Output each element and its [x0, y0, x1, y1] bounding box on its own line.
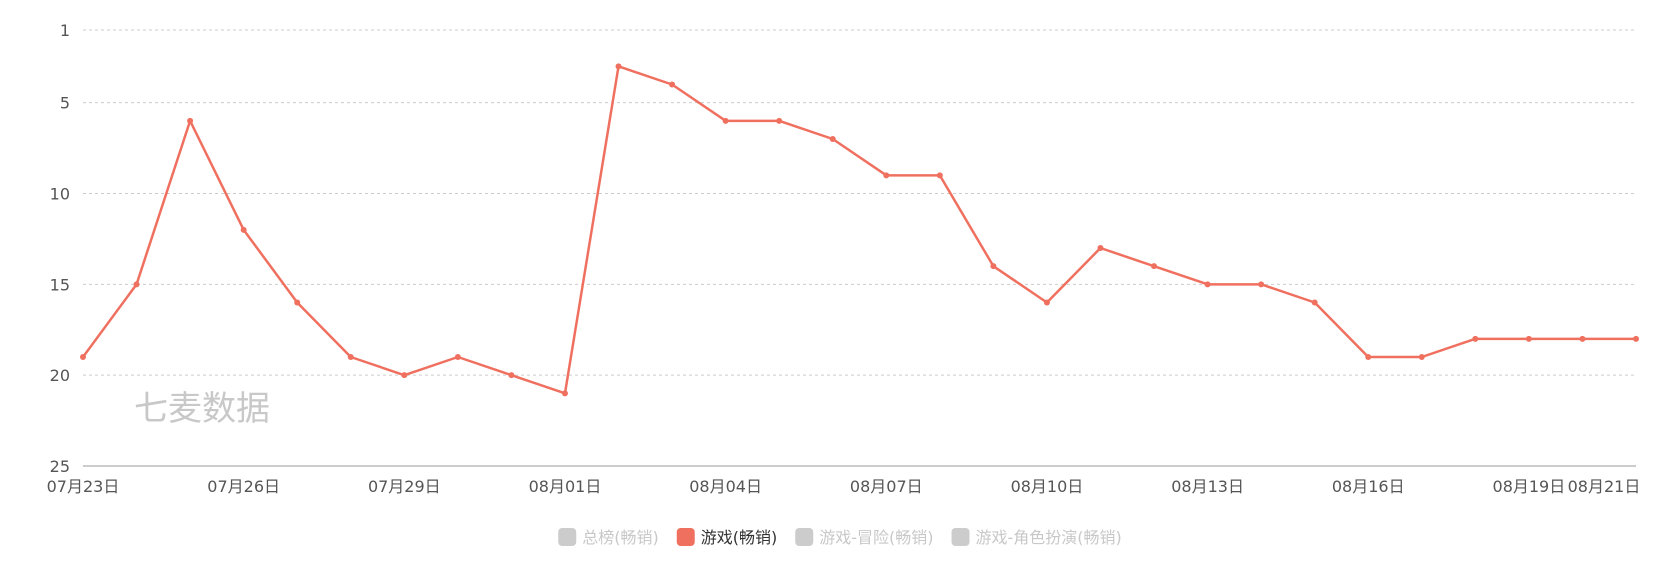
y-tick-label: 25	[50, 457, 70, 476]
legend-item[interactable]: 游戏(畅销)	[676, 528, 778, 547]
data-point[interactable]	[1633, 335, 1639, 342]
data-point[interactable]	[1365, 354, 1372, 360]
y-tick-label: 1	[60, 21, 70, 40]
data-point[interactable]	[722, 117, 729, 124]
x-tick-label: 08月21日	[1568, 477, 1641, 496]
gridlines	[83, 29, 1636, 376]
series-group	[80, 63, 1639, 397]
x-tick-label: 08月19日	[1493, 477, 1566, 496]
x-tick-label: 08月10日	[1011, 477, 1084, 496]
x-tick-label: 08月04日	[689, 477, 762, 496]
x-tick-label: 08月16日	[1332, 477, 1405, 496]
data-point[interactable]	[187, 117, 194, 124]
legend: 总榜(畅销) 游戏(畅销) 游戏-冒险(畅销) 游戏-角色扮演(畅销)	[558, 528, 1122, 547]
legend-label: 游戏-冒险(畅销)	[819, 528, 933, 547]
legend-label: 游戏-角色扮演(畅销)	[976, 528, 1122, 547]
data-point[interactable]	[615, 63, 622, 70]
legend-item[interactable]: 游戏-冒险(畅销)	[795, 528, 934, 547]
watermark: 七麦数据	[134, 389, 270, 429]
y-tick-label: 10	[50, 185, 70, 204]
data-point[interactable]	[1311, 299, 1318, 306]
data-point[interactable]	[240, 226, 247, 233]
data-point[interactable]	[1418, 354, 1425, 360]
data-point[interactable]	[1204, 281, 1211, 288]
y-tick-label: 20	[50, 366, 70, 385]
legend-label: 游戏(畅销)	[701, 528, 778, 547]
data-point[interactable]	[454, 354, 461, 360]
legend-swatch	[558, 528, 577, 546]
data-point[interactable]	[561, 390, 568, 397]
data-point[interactable]	[1258, 281, 1265, 288]
data-point[interactable]	[776, 117, 783, 124]
data-point[interactable]	[936, 172, 943, 179]
data-point[interactable]	[80, 354, 86, 360]
x-tick-label: 07月29日	[368, 477, 441, 496]
data-point[interactable]	[1525, 335, 1532, 342]
data-point[interactable]	[1472, 335, 1479, 342]
legend-swatch	[951, 528, 970, 546]
x-tick-label: 08月01日	[529, 477, 602, 496]
y-tick-label: 5	[60, 94, 70, 113]
data-point[interactable]	[1097, 245, 1104, 251]
data-point[interactable]	[829, 136, 836, 142]
y-tick-label: 15	[50, 275, 70, 294]
data-point[interactable]	[669, 81, 676, 88]
data-point[interactable]	[133, 281, 140, 288]
x-tick-label: 08月13日	[1171, 477, 1244, 496]
legend-swatch	[676, 528, 695, 546]
data-point[interactable]	[508, 372, 515, 379]
data-point[interactable]	[347, 354, 354, 360]
data-point[interactable]	[1043, 299, 1050, 306]
data-point[interactable]	[1151, 263, 1158, 270]
legend-swatch	[795, 528, 814, 546]
x-axis: 07月23日 07月26日 07月29日 08月01日 08月04日 08月07日 08月1…	[47, 465, 1641, 496]
legend-label: 总榜(畅销)	[582, 528, 659, 547]
data-point[interactable]	[294, 299, 301, 306]
x-tick-label: 07月26日	[207, 477, 280, 496]
series-line	[81, 65, 1636, 395]
data-point[interactable]	[401, 372, 408, 379]
data-point[interactable]	[990, 263, 997, 270]
legend-item[interactable]: 游戏-角色扮演(畅销)	[951, 528, 1122, 547]
data-point[interactable]	[1579, 335, 1586, 342]
legend-item[interactable]: 总榜(畅销)	[558, 528, 659, 547]
x-tick-label: 07月23日	[47, 477, 120, 496]
data-point[interactable]	[883, 172, 890, 179]
x-tick-label: 08月07日	[850, 477, 923, 496]
